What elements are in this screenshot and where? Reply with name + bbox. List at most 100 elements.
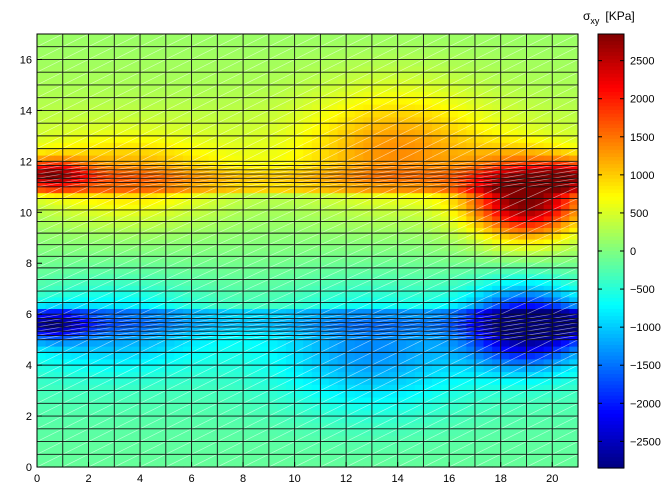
heatmap-cell bbox=[243, 178, 253, 184]
heatmap-cell bbox=[251, 46, 261, 54]
heatmap-cell bbox=[225, 40, 236, 48]
heatmap-cell bbox=[389, 204, 399, 211]
heatmap-cell bbox=[492, 244, 502, 252]
heatmap-cell bbox=[492, 198, 502, 205]
heatmap-cell bbox=[303, 273, 313, 281]
heatmap-cell bbox=[466, 371, 476, 379]
heatmap-cell bbox=[535, 215, 545, 223]
heatmap-cell bbox=[466, 377, 476, 385]
heatmap-cell bbox=[122, 302, 133, 309]
heatmap-cell bbox=[251, 403, 261, 411]
heatmap-cell bbox=[492, 142, 502, 150]
heatmap-cell bbox=[492, 227, 502, 234]
heatmap-cell bbox=[140, 192, 150, 199]
heatmap-cell bbox=[535, 53, 545, 61]
heatmap-cell bbox=[45, 256, 55, 263]
heatmap-cell bbox=[45, 358, 55, 366]
heatmap-cell bbox=[191, 409, 201, 417]
heatmap-cell bbox=[225, 116, 236, 124]
heatmap-cell bbox=[217, 148, 227, 156]
heatmap-cell bbox=[294, 331, 304, 337]
heatmap-cell bbox=[414, 256, 425, 263]
heatmap-cell bbox=[474, 142, 485, 150]
heatmap-cell bbox=[552, 296, 562, 304]
heatmap-cell bbox=[174, 204, 184, 211]
heatmap-cell bbox=[320, 84, 330, 92]
heatmap-cell bbox=[346, 129, 356, 137]
heatmap-cell bbox=[62, 215, 72, 223]
heatmap-cell bbox=[492, 346, 502, 353]
heatmap-cell bbox=[363, 454, 373, 462]
heatmap-cell bbox=[543, 416, 553, 424]
heatmap-cell bbox=[303, 209, 313, 217]
heatmap-cell bbox=[277, 403, 287, 411]
heatmap-cell bbox=[526, 129, 536, 137]
heatmap-cell bbox=[114, 238, 124, 246]
heatmap-cell bbox=[88, 84, 98, 92]
heatmap-cell bbox=[260, 221, 270, 228]
heatmap-cell bbox=[174, 40, 184, 48]
heatmap-cell bbox=[131, 428, 141, 436]
heatmap-cell bbox=[535, 244, 545, 252]
heatmap-cell bbox=[79, 65, 90, 73]
heatmap-cell bbox=[492, 365, 502, 373]
heatmap-cell bbox=[286, 454, 296, 462]
heatmap-cell bbox=[337, 250, 347, 257]
heatmap-cell bbox=[517, 339, 528, 347]
element-diagonal bbox=[397, 339, 424, 353]
heatmap-cell bbox=[140, 358, 150, 366]
heatmap-cell bbox=[37, 104, 47, 112]
heatmap-cell bbox=[535, 186, 545, 194]
heatmap-cell bbox=[79, 46, 90, 54]
heatmap-cell bbox=[157, 59, 167, 67]
heatmap-cell bbox=[517, 256, 528, 263]
heatmap-cell bbox=[268, 215, 279, 223]
heatmap-cell bbox=[62, 422, 72, 430]
heatmap-cell bbox=[71, 273, 81, 281]
heatmap-cell bbox=[363, 244, 373, 252]
heatmap-cell bbox=[509, 40, 519, 48]
heatmap-cell bbox=[492, 302, 502, 309]
heatmap-cell bbox=[457, 97, 467, 105]
heatmap-cell bbox=[483, 154, 493, 162]
heatmap-cell bbox=[354, 129, 364, 137]
heatmap-cell bbox=[363, 331, 373, 337]
heatmap-cell bbox=[483, 59, 493, 67]
heatmap-cell bbox=[371, 209, 382, 217]
heatmap-cell bbox=[131, 178, 141, 184]
heatmap-cell bbox=[337, 279, 347, 286]
heatmap-cell bbox=[225, 308, 236, 315]
heatmap-cell bbox=[414, 244, 425, 252]
heatmap-cell bbox=[509, 104, 519, 112]
heatmap-cell bbox=[337, 296, 347, 304]
heatmap-cell bbox=[286, 377, 296, 385]
heatmap-cell bbox=[320, 116, 330, 124]
heatmap-cell bbox=[509, 365, 519, 373]
heatmap-cell bbox=[122, 371, 133, 379]
heatmap-cell bbox=[492, 322, 502, 328]
heatmap-cell bbox=[268, 78, 279, 86]
element-diagonal bbox=[449, 377, 476, 391]
heatmap-cell bbox=[79, 339, 90, 347]
heatmap-cell bbox=[517, 244, 528, 252]
heatmap-cell bbox=[457, 154, 467, 162]
heatmap-cell bbox=[440, 435, 450, 443]
heatmap-cell bbox=[363, 91, 373, 99]
heatmap-cell bbox=[500, 97, 510, 105]
heatmap-cell bbox=[432, 352, 442, 360]
heatmap-cell bbox=[174, 302, 184, 309]
element-diagonal bbox=[88, 453, 115, 468]
heatmap-cell bbox=[509, 116, 519, 124]
heatmap-cell bbox=[165, 273, 175, 281]
heatmap-cell bbox=[294, 53, 304, 61]
heatmap-cell bbox=[174, 267, 184, 275]
heatmap-cell bbox=[457, 233, 467, 240]
element-diagonal bbox=[474, 330, 501, 336]
heatmap-cell bbox=[397, 447, 407, 455]
heatmap-cell bbox=[114, 335, 124, 341]
heatmap-cell bbox=[243, 377, 253, 385]
heatmap-cell bbox=[62, 308, 72, 315]
heatmap-cell bbox=[320, 209, 330, 217]
heatmap-cell bbox=[114, 331, 124, 337]
element-diagonal bbox=[165, 313, 192, 319]
